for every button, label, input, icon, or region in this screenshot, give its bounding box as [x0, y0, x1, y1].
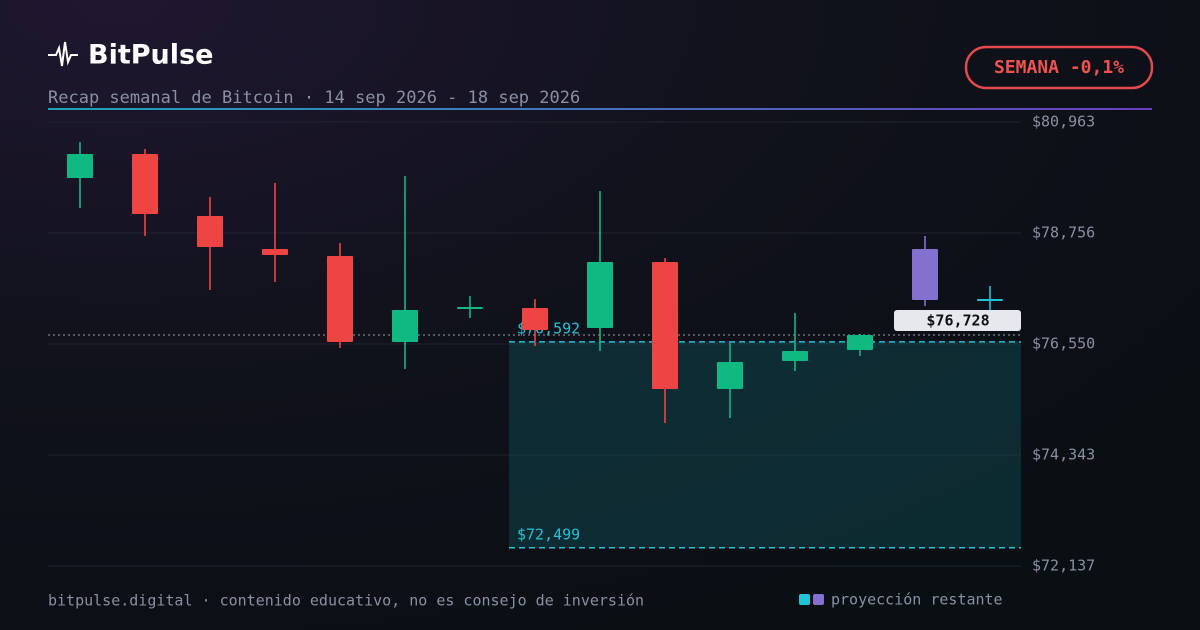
- legend-swatch: [813, 594, 824, 605]
- y-tick-label: $76,550: [1032, 335, 1095, 353]
- brand: BitPulse: [88, 40, 213, 71]
- reference-label: $72,499: [517, 525, 580, 543]
- y-tick-label: $74,343: [1032, 446, 1095, 464]
- plot: $80,963$78,756$76,550$74,343$72,137$76,5…: [48, 113, 1095, 609]
- candle-body: [782, 350, 808, 362]
- legend-label: proyección restante: [831, 591, 1003, 609]
- candle-body: [912, 249, 938, 300]
- footer: bitpulse.digital · contenido educativo, …: [48, 592, 644, 610]
- candle-body: [392, 309, 418, 342]
- legend-swatch: [799, 594, 810, 605]
- candle-body: [262, 249, 288, 256]
- candle-body: [67, 153, 93, 178]
- current-price-label: $76,728: [926, 312, 989, 330]
- logo-icon: [48, 41, 78, 67]
- subtitle: Recap semanal de Bitcoin · 14 sep 2026 -…: [48, 88, 580, 108]
- header-rule: [48, 108, 1152, 110]
- candle-body: [847, 334, 873, 350]
- badge-frame: [964, 45, 1154, 90]
- candle-body: [457, 307, 483, 310]
- candle-body: [587, 262, 613, 329]
- candle-body: [652, 262, 678, 390]
- candle-body: [197, 216, 223, 248]
- candle-body: [522, 308, 548, 331]
- y-tick-label: $78,756: [1032, 224, 1095, 242]
- badge: SEMANA -0,1%: [994, 57, 1124, 78]
- candle-body: [717, 362, 743, 390]
- y-tick-label: $80,963: [1032, 113, 1095, 131]
- projection-zone: [509, 341, 1021, 548]
- y-tick-label: $72,137: [1032, 557, 1095, 575]
- candle-body: [132, 153, 158, 215]
- current-price-box: [894, 310, 1021, 332]
- candle-body: [977, 298, 1003, 301]
- candle-body: [327, 256, 353, 342]
